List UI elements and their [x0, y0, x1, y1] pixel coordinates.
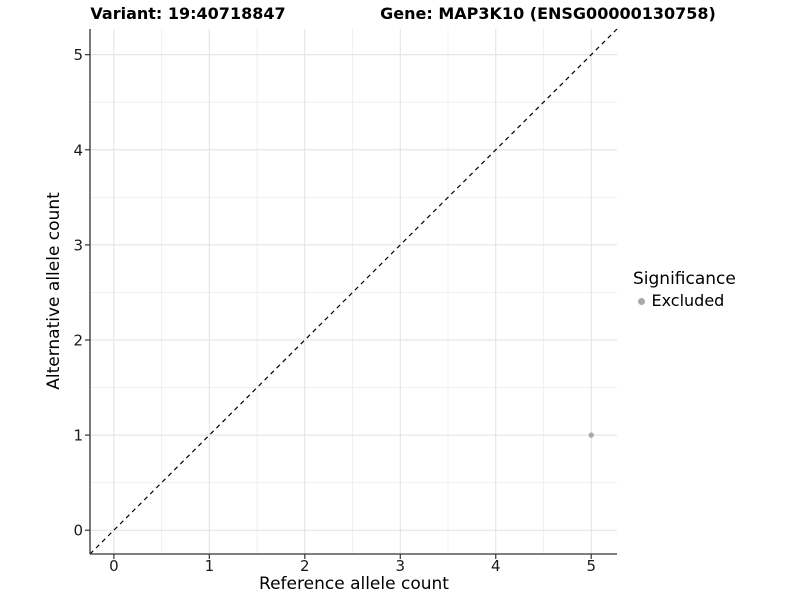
x-tick-label: 0 — [109, 557, 119, 575]
y-tick-label: 5 — [73, 46, 83, 64]
x-tick-label: 3 — [396, 557, 406, 575]
legend-entry-label: Excluded — [651, 291, 725, 310]
x-tick-label: 2 — [300, 557, 310, 575]
legend: Significance Excluded — [633, 269, 736, 310]
x-tick-label: 4 — [491, 557, 501, 575]
identity-dashed-line — [89, 28, 618, 555]
data-point — [588, 432, 594, 438]
y-tick-label: 3 — [73, 236, 83, 254]
x-axis-title: Reference allele count — [259, 574, 449, 594]
plot-title-gene: Gene: MAP3K10 (ENSG00000130758) — [380, 4, 716, 23]
y-tick-label: 1 — [73, 427, 83, 445]
plot-title-variant: Variant: 19:40718847 — [90, 4, 286, 23]
legend-title: Significance — [633, 269, 736, 289]
y-tick-label: 4 — [73, 141, 83, 159]
y-axis-title: Alternative allele count — [44, 192, 64, 390]
y-tick-label: 0 — [73, 522, 83, 540]
y-tick-label: 2 — [73, 332, 83, 350]
legend-entry-excluded: Excluded — [633, 292, 736, 310]
x-tick-label: 1 — [205, 557, 215, 575]
x-tick-label: 5 — [586, 557, 596, 575]
legend-key-dot-icon — [637, 297, 645, 305]
